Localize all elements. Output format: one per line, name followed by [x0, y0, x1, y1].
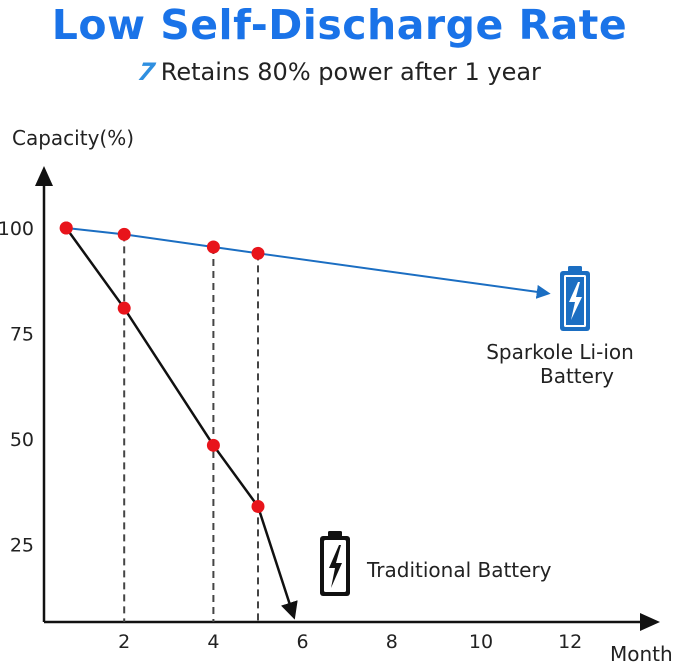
data-point [251, 246, 265, 260]
data-point [117, 227, 131, 241]
subtitle-text: Retains 80% power after 1 year [160, 58, 541, 86]
x-tick-label: 2 [118, 631, 130, 653]
data-points [59, 221, 265, 514]
data-point [206, 438, 220, 452]
x-tick-label: 8 [386, 631, 398, 653]
x-tick-label: 10 [469, 631, 493, 653]
series-label-sparkole-line1: Sparkole Li-ion [486, 340, 634, 364]
data-point [59, 221, 73, 235]
series-label-sparkole-line2: Battery [540, 364, 614, 388]
battery-charging-blue-icon [560, 266, 590, 331]
y-tick-label: 75 [10, 324, 34, 346]
y-axis-arrowhead [35, 166, 53, 186]
x-tick-labels: 2 4 6 8 10 12 [118, 631, 582, 653]
x-axis-arrowhead [640, 613, 660, 631]
battery-charging-black-icon [320, 531, 350, 596]
x-tick-label: 12 [558, 631, 582, 653]
x-tick-label: 4 [207, 631, 219, 653]
series-label-traditional: Traditional Battery [366, 558, 552, 582]
chart-subtitle: 7 Retains 80% power after 1 year [0, 55, 679, 89]
chart-title: Low Self-Discharge Rate [51, 1, 628, 49]
data-point [251, 500, 265, 514]
data-point [206, 240, 220, 254]
y-axis-label: Capacity(%) [12, 126, 134, 150]
y-tick-label: 25 [10, 535, 34, 557]
dashed-guides [123, 234, 259, 622]
data-point [117, 301, 131, 315]
x-tick-label: 6 [297, 631, 309, 653]
x-axis-label: Month [610, 642, 673, 664]
y-tick-label: 50 [10, 429, 34, 451]
y-tick-label: 100 [0, 218, 34, 240]
series-line [66, 227, 551, 299]
y-tick-labels: 25 50 75 100 [0, 218, 34, 557]
series-line [65, 227, 298, 620]
